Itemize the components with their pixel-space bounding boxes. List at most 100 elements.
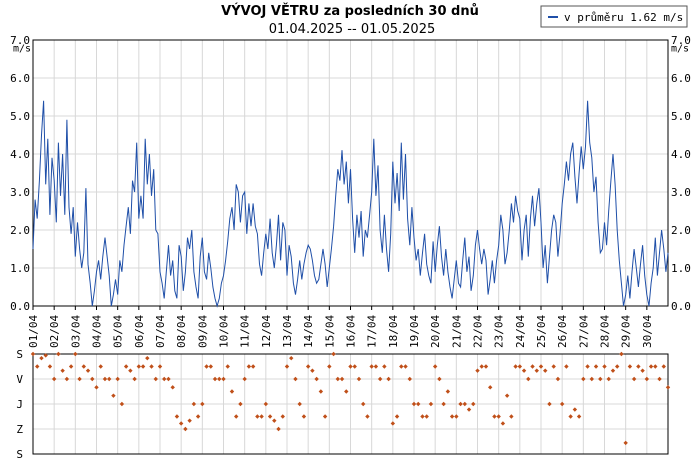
x-tick-label: 14/04 bbox=[302, 315, 315, 348]
speed-y-tick-right: 5.0 bbox=[671, 110, 691, 123]
x-tick-label: 23/04 bbox=[493, 315, 506, 348]
x-tick-label: 19/04 bbox=[408, 315, 421, 348]
direction-point bbox=[115, 376, 120, 382]
x-tick-label: 05/04 bbox=[112, 315, 125, 348]
direction-point bbox=[606, 376, 611, 382]
direction-point bbox=[483, 364, 489, 369]
direction-point bbox=[267, 414, 273, 419]
direction-point bbox=[136, 364, 142, 369]
direction-point bbox=[576, 414, 582, 419]
direction-point bbox=[221, 376, 226, 382]
speed-y-tick-left: 7.0 bbox=[10, 34, 30, 47]
direction-point bbox=[623, 440, 628, 446]
direction-point bbox=[644, 376, 650, 382]
direction-point bbox=[543, 368, 548, 373]
x-tick-label: 01/04 bbox=[27, 315, 40, 348]
direction-point bbox=[73, 351, 78, 357]
direction-point bbox=[35, 364, 40, 369]
x-tick-label: 22/04 bbox=[472, 315, 485, 348]
direction-point bbox=[102, 376, 108, 382]
direction-y-tick: V bbox=[16, 373, 23, 386]
speed-y-tick-left: 1.0 bbox=[10, 262, 30, 275]
direction-point bbox=[107, 376, 112, 382]
speed-y-unit-right: m/s bbox=[671, 43, 689, 54]
direction-point bbox=[585, 364, 590, 369]
direction-point bbox=[344, 389, 349, 394]
direction-point bbox=[602, 364, 607, 369]
direction-point bbox=[200, 401, 205, 407]
legend-label: v průměru 1.62 m/s bbox=[564, 11, 683, 24]
direction-point bbox=[348, 364, 353, 369]
speed-y-tick-left: 2.0 bbox=[10, 224, 30, 237]
direction-point bbox=[85, 368, 91, 373]
x-tick-label: 07/04 bbox=[154, 315, 167, 348]
direction-point bbox=[534, 368, 539, 373]
x-tick-label: 12/04 bbox=[260, 315, 273, 348]
direction-point bbox=[56, 351, 61, 357]
direction-point bbox=[140, 364, 146, 369]
direction-point bbox=[420, 414, 425, 419]
direction-point bbox=[43, 353, 48, 358]
direction-point bbox=[610, 368, 616, 373]
direction-point bbox=[572, 407, 578, 412]
direction-point bbox=[305, 364, 311, 369]
direction-point bbox=[119, 401, 125, 407]
direction-point bbox=[314, 376, 319, 382]
direction-point bbox=[276, 426, 281, 432]
direction-point bbox=[407, 376, 412, 382]
direction-point bbox=[475, 368, 480, 373]
direction-point bbox=[631, 376, 637, 382]
direction-y-tick: Z bbox=[16, 423, 23, 436]
direction-point bbox=[128, 368, 133, 373]
speed-y-tick-right: 3.0 bbox=[671, 186, 691, 199]
direction-point bbox=[178, 421, 184, 426]
direction-point bbox=[157, 364, 163, 369]
speed-series-line bbox=[32, 100, 669, 308]
x-tick-label: 04/04 bbox=[91, 315, 104, 348]
direction-point bbox=[369, 364, 374, 369]
direction-point bbox=[636, 364, 641, 369]
direction-point bbox=[187, 418, 192, 423]
x-tick-label: 09/04 bbox=[196, 315, 209, 348]
x-tick-label: 11/04 bbox=[239, 315, 252, 348]
x-tick-label: 26/04 bbox=[556, 315, 569, 348]
direction-point bbox=[496, 414, 501, 419]
x-tick-label: 28/04 bbox=[599, 315, 612, 348]
direction-point bbox=[77, 376, 82, 382]
speed-y-tick-right: 0.0 bbox=[671, 300, 691, 313]
legend: v průměru 1.62 m/s bbox=[540, 5, 688, 28]
x-tick-label: 24/04 bbox=[514, 315, 527, 348]
direction-point bbox=[301, 414, 307, 419]
direction-point bbox=[416, 401, 421, 407]
x-tick-label: 25/04 bbox=[535, 315, 548, 348]
x-tick-label: 21/04 bbox=[450, 315, 463, 348]
direction-point bbox=[479, 364, 484, 369]
direction-point bbox=[411, 401, 417, 407]
direction-point bbox=[500, 421, 506, 426]
direction-point bbox=[661, 364, 666, 369]
direction-point bbox=[441, 401, 446, 407]
direction-point bbox=[162, 376, 167, 382]
direction-point bbox=[365, 414, 370, 419]
direction-point bbox=[492, 414, 497, 419]
direction-point bbox=[174, 414, 180, 419]
speed-y-tick-left: 3.0 bbox=[10, 186, 30, 199]
direction-point bbox=[454, 414, 459, 419]
direction-point bbox=[242, 376, 247, 382]
direction-point bbox=[627, 364, 633, 369]
direction-point bbox=[445, 389, 451, 394]
direction-point bbox=[517, 364, 523, 369]
direction-point bbox=[225, 364, 230, 369]
direction-point bbox=[403, 364, 408, 369]
speed-y-tick-right: 4.0 bbox=[671, 148, 691, 161]
direction-point bbox=[259, 414, 264, 419]
direction-point bbox=[229, 389, 235, 394]
direction-point bbox=[424, 414, 429, 419]
direction-point bbox=[394, 414, 400, 419]
direction-point bbox=[289, 355, 294, 361]
x-tick-labels: 01/04 02/04 03/04 04/04 05/04 06/04 07/04 08/04… bbox=[27, 315, 654, 348]
direction-point bbox=[331, 351, 336, 357]
direction-point bbox=[170, 385, 175, 390]
